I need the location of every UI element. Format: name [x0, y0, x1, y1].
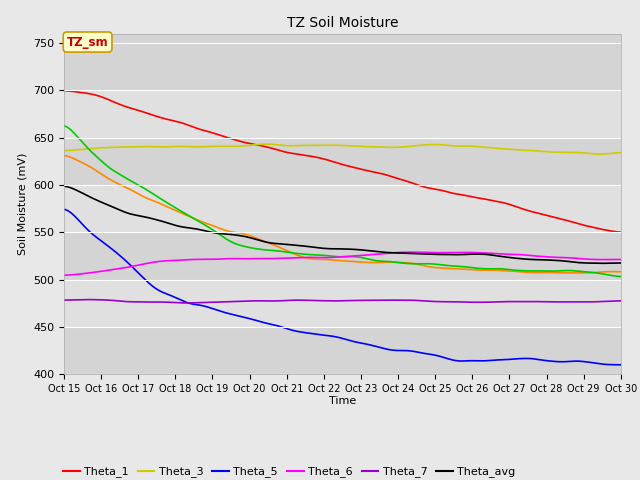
Theta_avg [515, 256, 523, 262]
Theta_avg [596, 261, 604, 266]
Theta_1 [421, 184, 429, 190]
Bar [64, 43, 621, 90]
X-axis label: Time: Time [329, 396, 356, 406]
Line: Theta_1: Theta_1 [64, 91, 621, 232]
Theta_4 [60, 123, 68, 129]
Bar [64, 280, 621, 327]
Theta_3 [60, 148, 68, 154]
Theta_4 [172, 205, 180, 211]
Theta_7 [84, 297, 92, 302]
Theta_1 [218, 133, 225, 139]
Theta_avg [617, 260, 625, 266]
Bar [64, 185, 621, 232]
Theta_6 [407, 249, 415, 255]
Theta_7 [428, 299, 436, 304]
Theta_6 [519, 252, 527, 258]
Theta_6 [617, 257, 625, 263]
Theta_1 [617, 229, 625, 235]
Line: Theta_2: Theta_2 [64, 156, 621, 273]
Theta_2 [582, 270, 589, 276]
Line: Theta_4: Theta_4 [64, 126, 621, 276]
Bar [64, 90, 621, 138]
Bar [64, 232, 621, 280]
Text: TZ_sm: TZ_sm [67, 36, 108, 48]
Theta_5 [515, 356, 523, 361]
Theta_1 [60, 88, 68, 94]
Theta_4 [515, 268, 523, 274]
Theta_avg [172, 223, 180, 228]
Theta_3 [218, 144, 225, 149]
Theta_7 [596, 299, 604, 304]
Theta_6 [369, 252, 376, 258]
Theta_7 [617, 298, 625, 304]
Theta_2 [593, 269, 600, 275]
Line: Theta_7: Theta_7 [64, 300, 621, 303]
Theta_3 [596, 151, 604, 157]
Theta_4 [421, 261, 429, 266]
Theta_4 [617, 274, 625, 279]
Theta_3 [263, 141, 271, 147]
Theta_5 [218, 309, 225, 314]
Theta_4 [369, 257, 376, 263]
Theta_5 [589, 360, 596, 366]
Theta_avg [60, 183, 68, 189]
Theta_2 [60, 153, 68, 158]
Theta_2 [515, 269, 523, 275]
Theta_5 [421, 350, 429, 356]
Theta_7 [176, 300, 184, 306]
Theta_4 [589, 270, 596, 276]
Theta_3 [172, 144, 180, 149]
Title: TZ Soil Moisture: TZ Soil Moisture [287, 16, 398, 30]
Theta_2 [369, 260, 376, 265]
Theta_7 [183, 300, 191, 306]
Theta_6 [60, 272, 68, 278]
Theta_avg [369, 248, 376, 254]
Line: Theta_avg: Theta_avg [64, 186, 621, 264]
Theta_3 [372, 144, 380, 150]
Theta_6 [218, 256, 225, 262]
Theta_1 [172, 119, 180, 124]
Theta_avg [589, 260, 596, 266]
Theta_7 [60, 297, 68, 303]
Theta_2 [617, 269, 625, 275]
Line: Theta_5: Theta_5 [64, 209, 621, 365]
Theta_2 [421, 263, 429, 269]
Theta_1 [515, 205, 523, 211]
Theta_7 [375, 297, 383, 303]
Theta_3 [617, 150, 625, 156]
Theta_4 [218, 233, 225, 239]
Theta_1 [369, 169, 376, 175]
Line: Theta_3: Theta_3 [64, 144, 621, 154]
Theta_2 [172, 208, 180, 214]
Bar [64, 138, 621, 185]
Theta_5 [369, 343, 376, 348]
Theta_6 [424, 250, 432, 255]
Y-axis label: Soil Moisture (mV): Soil Moisture (mV) [17, 153, 28, 255]
Theta_3 [593, 151, 600, 157]
Theta_5 [617, 362, 625, 368]
Theta_2 [218, 226, 225, 232]
Theta_avg [218, 231, 225, 237]
Theta_6 [172, 257, 180, 263]
Bar [64, 327, 621, 374]
Line: Theta_6: Theta_6 [64, 252, 621, 275]
Theta_5 [60, 206, 68, 212]
Theta_7 [225, 299, 232, 305]
Theta_6 [593, 257, 600, 263]
Legend: Theta_1, Theta_2, Theta_3, Theta_4, Theta_5, Theta_6, Theta_7, Theta_avg: Theta_1, Theta_2, Theta_3, Theta_4, Thet… [58, 462, 520, 480]
Theta_5 [172, 295, 180, 300]
Theta_7 [522, 299, 530, 304]
Theta_avg [421, 251, 429, 257]
Theta_1 [589, 225, 596, 230]
Theta_3 [424, 142, 432, 147]
Theta_3 [519, 147, 527, 153]
